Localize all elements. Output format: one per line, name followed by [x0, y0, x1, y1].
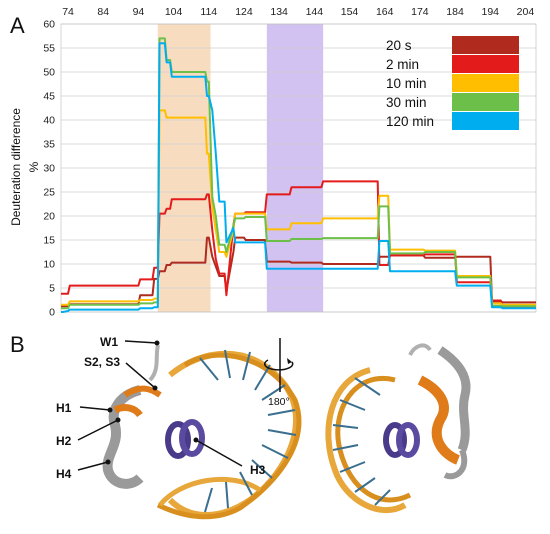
- x-tick-label: 154: [341, 6, 359, 18]
- protein-helix-ribbon: [417, 375, 461, 465]
- label-w1: W1: [100, 335, 118, 349]
- y-tick-label: 30: [43, 163, 55, 175]
- protein-helix-ribbon: [437, 346, 471, 452]
- callout-dot: [193, 437, 199, 443]
- y-tick-label: 45: [43, 91, 55, 103]
- protein-helix-h3: [179, 419, 205, 457]
- deuteration-chart: 74 84 94 104 114 124 134 144 154 164 174 184 194 204 …: [9, 6, 537, 319]
- label-h2: H2: [56, 434, 72, 448]
- protein-helix-ribbon: [102, 385, 144, 489]
- y-tick-label: 35: [43, 139, 55, 151]
- series-line: [61, 236, 536, 308]
- protein-loop: [408, 343, 432, 357]
- x-tick-label: 74: [62, 6, 74, 18]
- dna-backbone-strand: [325, 367, 407, 513]
- protein-helix-h3: [383, 422, 407, 458]
- legend-label: 20 s: [386, 38, 412, 53]
- legend-label: 2 min: [386, 57, 419, 72]
- protein-helix-h3: [396, 422, 420, 458]
- x-tick-label: 94: [133, 6, 145, 18]
- protein-strand-orange: [123, 385, 162, 398]
- panel-b-label: B: [10, 332, 25, 357]
- legend-label: 10 min: [386, 76, 427, 91]
- dna-backbone-strand: [156, 352, 302, 520]
- series-line: [61, 42, 536, 313]
- rotation-indicator: 180°: [263, 338, 294, 408]
- legend-swatch: [452, 93, 519, 111]
- y-tick-label: 5: [49, 283, 55, 295]
- arrowhead-icon: [287, 358, 292, 364]
- y-axis-title: Deuteration difference: [9, 108, 23, 226]
- y-tick-label: 50: [43, 67, 55, 79]
- legend-swatch: [452, 36, 519, 54]
- protein-dna-structure-front: W1 S2, S3 H1 H2 H4 H3: [56, 335, 302, 520]
- x-tick-label: 104: [165, 6, 183, 18]
- x-tick-label: 84: [97, 6, 109, 18]
- y-tick-label: 60: [43, 19, 55, 31]
- y-tick-label: 15: [43, 235, 55, 247]
- dna-backbone-strand: [158, 476, 262, 507]
- x-tick-labels: 74 84 94 104 114 124 134 144 154 164 174 184 194 204: [62, 6, 534, 18]
- y-tick-label: 40: [43, 115, 55, 127]
- plot-frame: [60, 23, 537, 313]
- protein-helix-h1: [113, 404, 143, 418]
- rotation-label: 180°: [268, 396, 290, 408]
- label-s2-s3: S2, S3: [84, 355, 120, 369]
- y-tick-label: 25: [43, 187, 55, 199]
- x-tick-label: 134: [270, 6, 288, 18]
- legend-label: 120 min: [386, 114, 434, 129]
- legend-swatch: [452, 74, 519, 92]
- callout-dot: [154, 340, 160, 346]
- y-axis-unit: %: [27, 161, 41, 172]
- panel-a-label: A: [10, 13, 25, 38]
- x-tick-label: 124: [235, 6, 253, 18]
- label-h1: H1: [56, 401, 72, 415]
- series-line: [61, 37, 536, 310]
- callout-dot: [107, 407, 113, 413]
- x-tick-label: 184: [446, 6, 464, 18]
- series-lines: [61, 37, 536, 313]
- callout-dot: [152, 385, 158, 391]
- x-tick-label: 114: [200, 6, 217, 18]
- legend-swatch: [452, 112, 519, 130]
- dna-base-pairs: [332, 377, 391, 506]
- protein-dna-structure-back: [325, 343, 471, 513]
- y-tick-label: 10: [43, 259, 55, 271]
- callout-dot: [105, 459, 111, 465]
- legend: 20 s 2 min 10 min 30 min 120 min: [386, 36, 519, 130]
- callout-dot: [115, 417, 121, 423]
- protein-helix-h3: [165, 421, 191, 459]
- rotation-arrow-icon: [263, 359, 294, 371]
- protein-loop: [443, 448, 468, 480]
- x-tick-label: 174: [411, 6, 429, 18]
- dna-base-pairs: [199, 349, 297, 513]
- protein-loop-w1: [148, 344, 160, 382]
- y-tick-label: 20: [43, 211, 55, 223]
- x-tick-label: 194: [481, 6, 499, 18]
- x-tick-label: 164: [376, 6, 394, 18]
- legend-label: 30 min: [386, 95, 427, 110]
- label-h3: H3: [250, 463, 266, 477]
- callout-lines: [77, 340, 243, 471]
- y-tick-labels: 0 5 10 15 20 25 30 35 40 45 50 55 60: [43, 19, 55, 319]
- y-tick-label: 0: [49, 307, 55, 319]
- y-tick-label: 55: [43, 43, 55, 55]
- legend-swatch: [452, 55, 519, 73]
- x-tick-label: 144: [306, 6, 324, 18]
- x-tick-label: 204: [517, 6, 535, 18]
- label-h4: H4: [56, 467, 72, 481]
